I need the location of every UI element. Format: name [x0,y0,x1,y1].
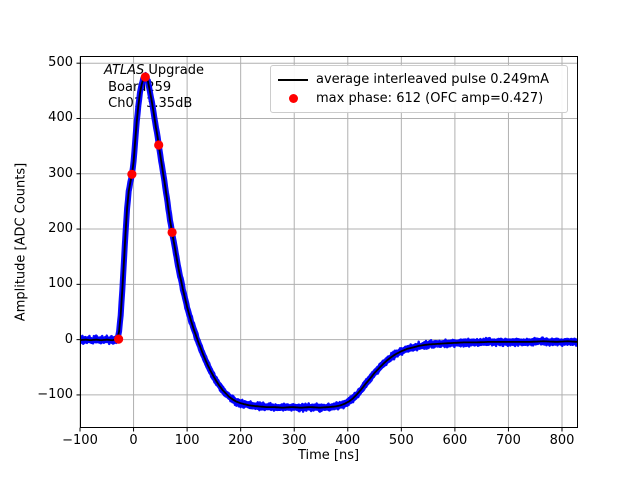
y-tick-label: 200 [48,221,73,237]
y-tick-label: 0 [64,331,73,347]
legend-label-maxphase: max phase: 612 (OFC amp=0.427) [316,91,544,106]
x-tick-label: 400 [335,433,361,448]
annotation-upgrade: Upgrade [144,63,204,78]
y-tick-label: 100 [48,276,73,292]
annotation-channel: Ch01 3.35dB [104,96,193,111]
y-tick-label: −100 [37,386,73,402]
max-phase-sample-dot [154,140,164,150]
red-dot-icon [288,94,298,103]
black-line-icon [278,78,308,81]
x-tick-label: 800 [549,433,575,448]
data-group [80,71,577,413]
x-tick-label: 500 [388,433,414,448]
legend-entry-average: average interleaved pulse 0.249mA [276,70,561,89]
y-tick-label: 500 [48,55,73,71]
x-tick-label: 100 [174,433,200,448]
legend: average interleaved pulse 0.249mA max ph… [270,65,568,113]
x-tick-label: 300 [281,433,307,448]
y-tick-label: 400 [48,110,73,126]
x-tick-label: 700 [496,433,521,448]
max-phase-sample-dot [167,227,177,237]
x-tick-label: −100 [62,433,98,448]
max-phase-sample-dot [140,72,150,82]
y-tick-label: 300 [48,165,73,181]
legend-dot-swatch [278,94,308,103]
annotation-line-1: ATLAS Upgrade [104,63,204,80]
pulse-band [80,74,577,412]
max-phase-sample-dot [114,334,124,344]
legend-entry-maxphase: max phase: 612 (OFC amp=0.427) [276,89,561,108]
plot-annotation: ATLAS Upgrade Board259 Ch01 3.35dB [104,63,204,113]
x-tick-label: 0 [129,433,138,448]
legend-line-swatch [278,78,308,81]
legend-label-average: average interleaved pulse 0.249mA [316,72,550,87]
x-tick-label: 200 [228,433,254,448]
annotation-atlas-italic: ATLAS [104,63,145,78]
max-phase-sample-dot [127,169,137,179]
average-pulse-line [80,76,577,409]
x-tick-label: 600 [442,433,468,448]
axes-spines [80,56,578,428]
x-axis-label: Time [ns] [297,448,360,463]
